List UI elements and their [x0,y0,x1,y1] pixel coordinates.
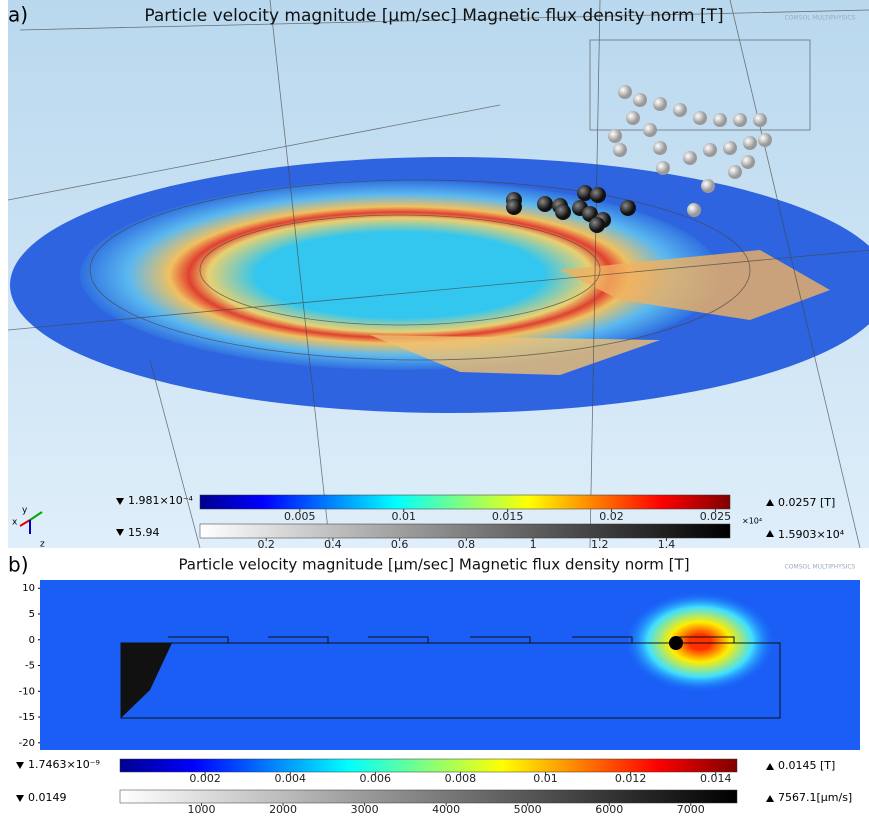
colorbar-tick-label: 0.004 [274,772,306,785]
particle [613,143,627,157]
colorbar-tick-label: 0.005 [284,510,316,523]
colorbar-tick-label: 0.01 [533,772,558,785]
y-tick-label: -10 [19,686,35,697]
colorbar-tick-label: 0.025 [700,510,732,523]
colorbar-tick-label: 6000 [595,803,623,816]
panel-label: a) [8,3,28,27]
particle [608,129,622,143]
colorbar-tick-label: 7000 [677,803,705,816]
particle [723,141,737,155]
particle [589,217,605,233]
colorbar-tick-label: 0.8 [458,538,476,551]
colorbar-tick-label: 0.6 [391,538,409,551]
colorbar-tick-label: 0.012 [615,772,647,785]
particle [618,85,632,99]
particle [656,161,670,175]
colorbar-max: 1.5903×10⁴ [778,528,845,541]
colorbar-max: 0.0257 [T] [778,496,835,509]
particle [633,93,647,107]
particle [703,143,717,157]
particle [683,151,697,165]
colorbar [120,790,737,803]
particle [728,165,742,179]
particle [620,200,636,216]
colorbar-tick-label: 0.006 [360,772,392,785]
colorbar-tick-label: 0.008 [445,772,477,785]
colorbar-tick-label: 1.4 [658,538,676,551]
colorbar [200,495,730,509]
colorbar-tick-label: 0.2 [257,538,275,551]
watermark: COMSOL MULTIPHYSICS [785,15,856,22]
colorbar-tick-label: 4000 [432,803,460,816]
particle [653,97,667,111]
particle [743,136,757,150]
particle [753,113,767,127]
colorbar-max: 7567.1[µm/s] [778,791,852,804]
colorbar [120,759,737,772]
particle [673,103,687,117]
colorbar-min: 1.7463×10⁻⁹ [28,758,100,771]
particle [506,199,522,215]
y-tick-label: -15 [19,712,35,723]
colorbar-tick-label: 0.02 [599,510,624,523]
particle [643,123,657,137]
particle [653,141,667,155]
particle [693,111,707,125]
colorbar-tick-label: 3000 [351,803,379,816]
particle [537,196,553,212]
colorbar-tick-label: 5000 [514,803,542,816]
particle [758,133,772,147]
colorbar [200,524,730,538]
colorbar-tick-label: 1.2 [591,538,609,551]
y-tick-label: 0 [29,635,35,646]
colorbar-tick-label: 2000 [269,803,297,816]
panel-title: Particle velocity magnitude [µm/sec] Mag… [144,6,723,26]
colorbar-tick-label: 0.002 [189,772,221,785]
colorbar-tick-label: 1000 [188,803,216,816]
particle [733,113,747,127]
colorbar-min: 1.981×10⁻⁴ [128,494,194,507]
y-tick-label: 5 [29,609,35,620]
colorbar-exponent: ×10⁴ [742,517,762,526]
field-glow [625,592,775,692]
watermark: COMSOL MULTIPHYSICS [785,564,856,571]
particle [701,179,715,193]
triad-label: z [40,540,45,550]
colorbar-tick-label: 0.014 [700,772,732,785]
colorbar-min: 0.0149 [28,791,67,804]
panel-title: Particle velocity magnitude [µm/sec] Mag… [178,556,689,574]
y-tick-label: -20 [19,738,35,749]
particle [626,111,640,125]
y-tick-label: 10 [22,583,35,594]
particle [741,155,755,169]
colorbar-tick-label: 0.015 [492,510,524,523]
y-tick-label: -5 [25,661,35,672]
colorbar-tick-label: 0.4 [324,538,342,551]
panel-label: b) [8,553,29,577]
figure: a) Particle velocity magnitude [µm/sec] M… [0,0,869,817]
colorbar-tick-label: 1 [530,538,537,551]
triad-label: y [22,506,28,516]
particle [590,187,606,203]
triad-label: x [12,518,18,528]
particle [669,636,683,650]
particle [555,204,571,220]
colorbar-max: 0.0145 [T] [778,759,835,772]
particle [713,113,727,127]
colorbar-tick-label: 0.01 [391,510,416,523]
colorbar-min: 15.94 [128,526,160,539]
particle [687,203,701,217]
